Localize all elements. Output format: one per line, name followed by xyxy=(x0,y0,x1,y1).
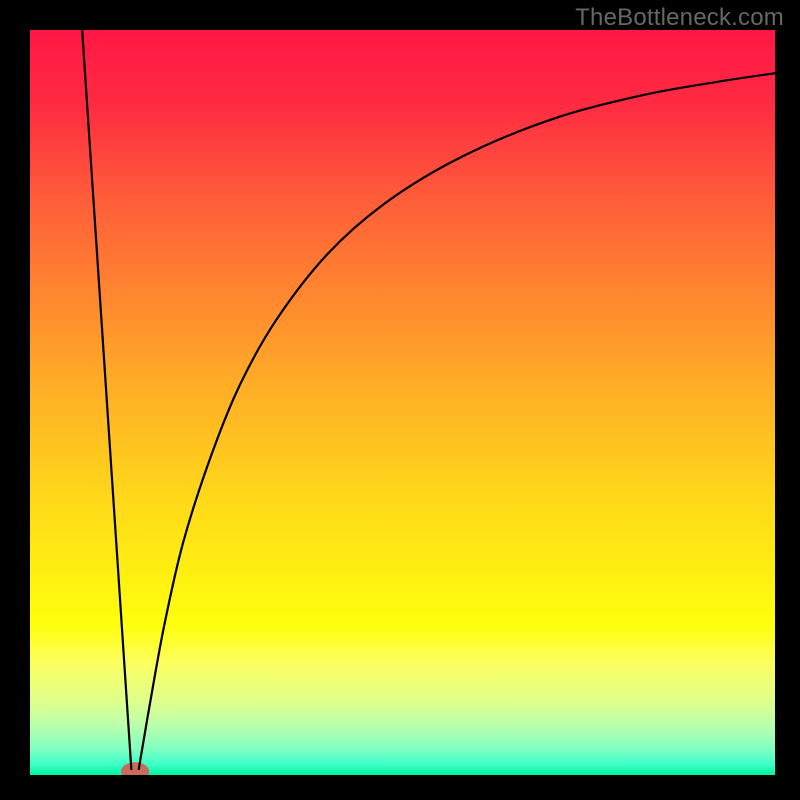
chart-frame: TheBottleneck.com xyxy=(0,0,800,800)
watermark-text: TheBottleneck.com xyxy=(575,4,784,32)
plot-area xyxy=(30,30,775,775)
curves-layer xyxy=(30,30,775,775)
left-descent-line xyxy=(82,30,131,769)
right-asymptote-curve xyxy=(139,73,775,769)
min-marker xyxy=(121,762,149,775)
